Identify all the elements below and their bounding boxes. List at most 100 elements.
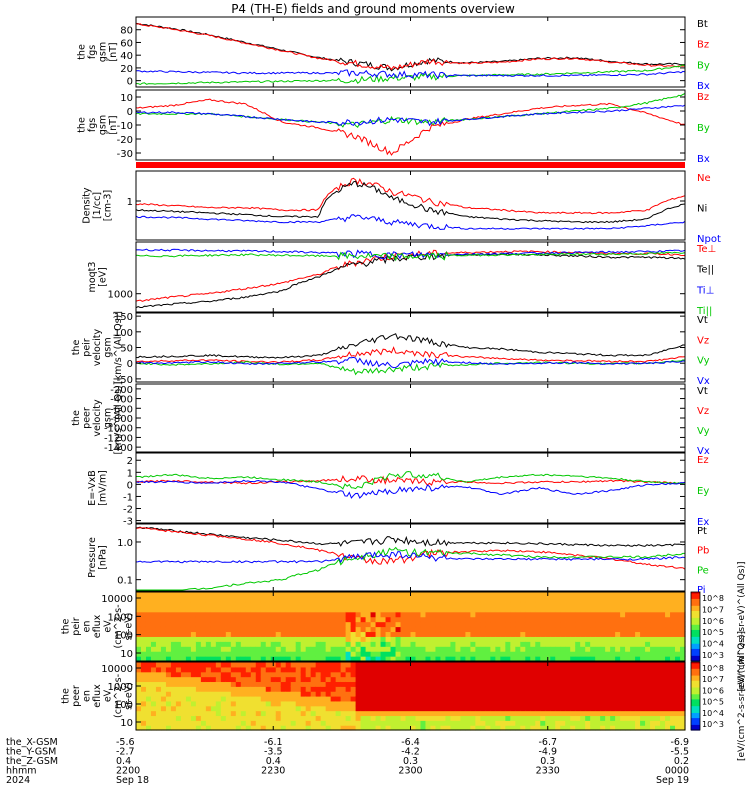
heatmap-cell xyxy=(375,621,382,628)
heatmap-cell xyxy=(375,691,382,697)
heatmap-cell xyxy=(210,592,217,598)
heatmap-cell xyxy=(520,646,526,652)
heatmap-cell xyxy=(540,646,546,652)
heatmap-cell xyxy=(360,646,367,652)
heatmap-cell xyxy=(430,666,437,673)
heatmap-cell xyxy=(320,710,327,717)
y-axis-label: moqt3 xyxy=(87,262,98,293)
heatmap-cell xyxy=(355,601,362,608)
heatmap-cell xyxy=(435,666,442,673)
heatmap-cell xyxy=(500,676,506,683)
heatmap-cell xyxy=(345,725,352,731)
heatmap-cell xyxy=(485,596,491,603)
heatmap-cell xyxy=(520,681,526,687)
heatmap-cell xyxy=(410,696,417,702)
heatmap-cell xyxy=(540,611,546,618)
y-axis-label: Pressure xyxy=(87,537,98,578)
heatmap-cell xyxy=(520,656,526,662)
heatmap-cell xyxy=(380,641,387,647)
heatmap-cell xyxy=(515,700,521,707)
heatmap-cell xyxy=(410,691,417,697)
heatmap-cell xyxy=(375,700,382,707)
heatmap-cell xyxy=(305,686,312,692)
heatmap-cell xyxy=(615,626,621,633)
heatmap-cell xyxy=(475,626,481,633)
colorbar-cell xyxy=(691,723,700,726)
legend-label: Vy xyxy=(697,426,710,437)
heatmap-cell xyxy=(465,686,471,692)
heatmap-cell xyxy=(295,725,302,731)
heatmap-cell xyxy=(680,596,686,603)
heatmap-cell xyxy=(595,715,601,721)
heatmap-cell xyxy=(235,606,242,613)
heatmap-cell xyxy=(655,646,661,652)
heatmap-cell xyxy=(455,666,462,673)
heatmap-cell xyxy=(425,636,432,642)
heatmap-cell xyxy=(610,636,616,642)
heatmap-cell xyxy=(260,681,267,687)
heatmap-cell xyxy=(460,611,466,618)
heatmap-cell xyxy=(660,681,666,687)
heatmap-cell xyxy=(465,725,471,731)
heatmap-cell xyxy=(210,720,217,726)
heatmap-cell xyxy=(250,662,257,668)
heatmap-cell xyxy=(330,720,337,726)
heatmap-cell xyxy=(285,710,292,717)
heatmap-cell xyxy=(215,641,222,647)
heatmap-cell xyxy=(270,715,277,721)
heatmap-cell xyxy=(210,705,217,712)
heatmap-cell xyxy=(425,662,432,668)
heatmap-cell xyxy=(485,720,491,726)
heatmap-cell xyxy=(320,676,327,683)
heatmap-cell xyxy=(340,666,347,673)
heatmap-cell xyxy=(355,611,362,618)
heatmap-cell xyxy=(230,725,237,731)
heatmap-cell xyxy=(295,720,302,726)
heatmap-cell xyxy=(360,710,367,717)
heatmap-cell xyxy=(640,681,646,687)
heatmap-cell xyxy=(445,611,452,618)
colorbar-cell xyxy=(691,704,700,707)
heatmap-cell xyxy=(495,616,501,623)
heatmap-cell xyxy=(565,616,571,623)
heatmap-cell xyxy=(190,601,197,608)
heatmap-cell xyxy=(635,601,641,608)
y-axis-label: sr-eV) xyxy=(124,682,135,710)
heatmap-cell xyxy=(500,651,506,657)
y-tick-label: 80 xyxy=(120,26,133,37)
heatmap-cell xyxy=(525,725,531,731)
heatmap-cell xyxy=(595,686,601,692)
heatmap-cell xyxy=(245,626,252,633)
heatmap-cell xyxy=(450,666,457,673)
heatmap-cell xyxy=(440,651,447,657)
heatmap-cell xyxy=(335,691,342,697)
heatmap-cell xyxy=(225,656,232,662)
heatmap-cell xyxy=(305,715,312,721)
heatmap-cell xyxy=(220,641,227,647)
heatmap-cell xyxy=(470,616,476,623)
heatmap-cell xyxy=(405,681,412,687)
heatmap-cell xyxy=(465,592,471,598)
heatmap-cell xyxy=(300,636,307,642)
heatmap-cell xyxy=(145,671,152,678)
heatmap-cell xyxy=(200,592,207,598)
heatmap-cell xyxy=(315,725,322,731)
heatmap-cell xyxy=(215,666,222,673)
heatmap-cell xyxy=(195,662,202,668)
heatmap-cell xyxy=(450,715,457,721)
heatmap-cell xyxy=(210,656,217,662)
heatmap-cell xyxy=(560,592,566,598)
heatmap-cell xyxy=(325,631,332,637)
heatmap-cell xyxy=(600,641,606,647)
x-tick-label: -6.1 xyxy=(264,737,283,748)
heatmap-cell xyxy=(230,666,237,673)
heatmap-cell xyxy=(510,720,516,726)
heatmap-cell xyxy=(625,691,631,697)
heatmap-cell xyxy=(205,676,212,683)
heatmap-cell xyxy=(645,611,651,618)
heatmap-cell xyxy=(270,611,277,618)
heatmap-cell xyxy=(185,686,192,692)
heatmap-cell xyxy=(245,616,252,623)
heatmap-cell xyxy=(360,662,367,668)
heatmap-cell xyxy=(570,725,576,731)
